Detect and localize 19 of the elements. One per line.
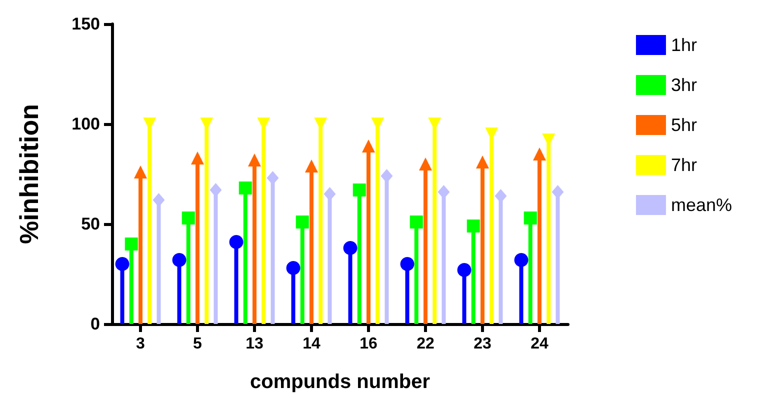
legend-label: 1hr xyxy=(670,35,697,55)
x-tick-label: 13 xyxy=(246,336,264,352)
x-tick-label: 14 xyxy=(302,336,320,352)
legend-label: 5hr xyxy=(670,115,697,135)
x-tick-label: 3 xyxy=(136,336,146,352)
y-tick-label: 50 xyxy=(81,214,100,234)
y-tick-label: 100 xyxy=(72,114,100,134)
y-tick-label: 0 xyxy=(90,314,100,334)
legend-label: mean% xyxy=(670,195,732,215)
x-tick-label: 24 xyxy=(530,336,548,352)
legend-label: 7hr xyxy=(670,155,697,175)
x-tick-label: 16 xyxy=(360,336,378,352)
y-axis-title: %inhibition xyxy=(14,104,44,244)
y-tick-label: 150 xyxy=(72,14,100,34)
x-tick-label: 5 xyxy=(193,336,202,352)
x-tick-label: 23 xyxy=(474,336,492,352)
x-axis-title: compunds number xyxy=(250,371,430,393)
legend-label: 3hr xyxy=(670,75,697,95)
x-tick-label: 22 xyxy=(416,336,434,352)
